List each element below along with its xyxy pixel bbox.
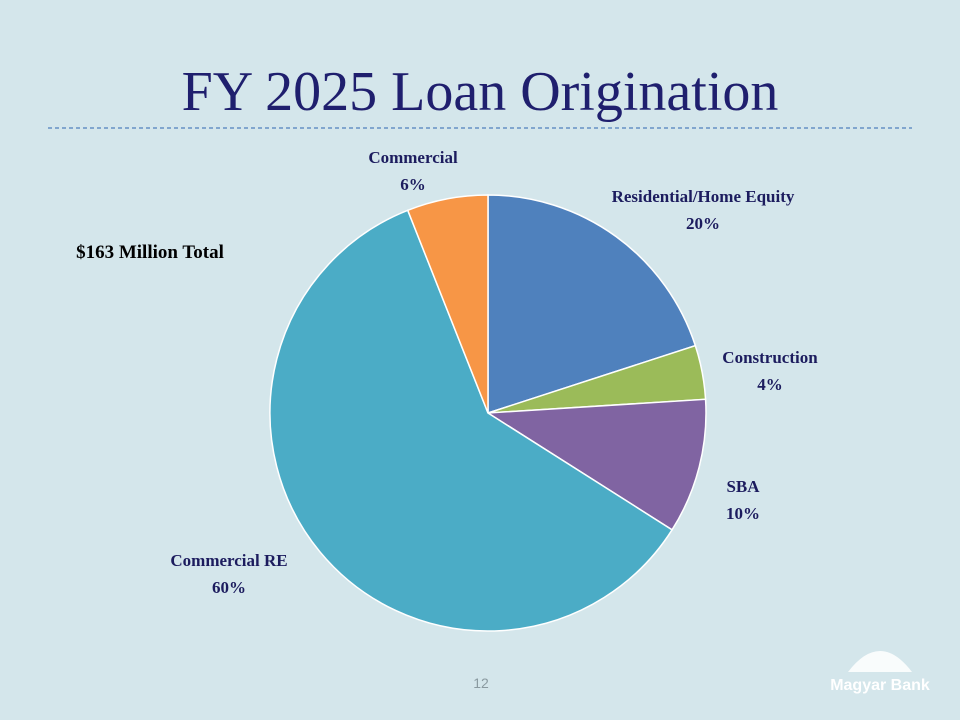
slice-value-label: 6% bbox=[400, 175, 426, 194]
slice-value-label: 4% bbox=[757, 375, 783, 394]
pie-slice bbox=[269, 209, 674, 632]
slice-label: Residential/Home Equity bbox=[612, 187, 795, 206]
slice-value-label: 20% bbox=[686, 214, 720, 233]
pie-slice bbox=[485, 398, 707, 531]
slice-label: SBA bbox=[726, 477, 760, 496]
slice-label: Commercial RE bbox=[170, 551, 287, 570]
pie-slice bbox=[487, 194, 697, 415]
pie-slice bbox=[406, 194, 489, 414]
logo-icon bbox=[848, 651, 912, 672]
logo: Magyar Bank bbox=[830, 651, 930, 694]
annotation: $163 Million Total bbox=[76, 242, 224, 263]
slice-value-label: 10% bbox=[726, 504, 760, 523]
slice-label: Construction bbox=[722, 348, 818, 367]
chart-title: FY 2025 Loan Origination bbox=[182, 61, 779, 123]
logo-text: Magyar Bank bbox=[830, 677, 930, 694]
slice-value-label: 60% bbox=[212, 578, 246, 597]
page-number: 12 bbox=[473, 675, 489, 691]
slice-label: Commercial bbox=[368, 148, 458, 167]
